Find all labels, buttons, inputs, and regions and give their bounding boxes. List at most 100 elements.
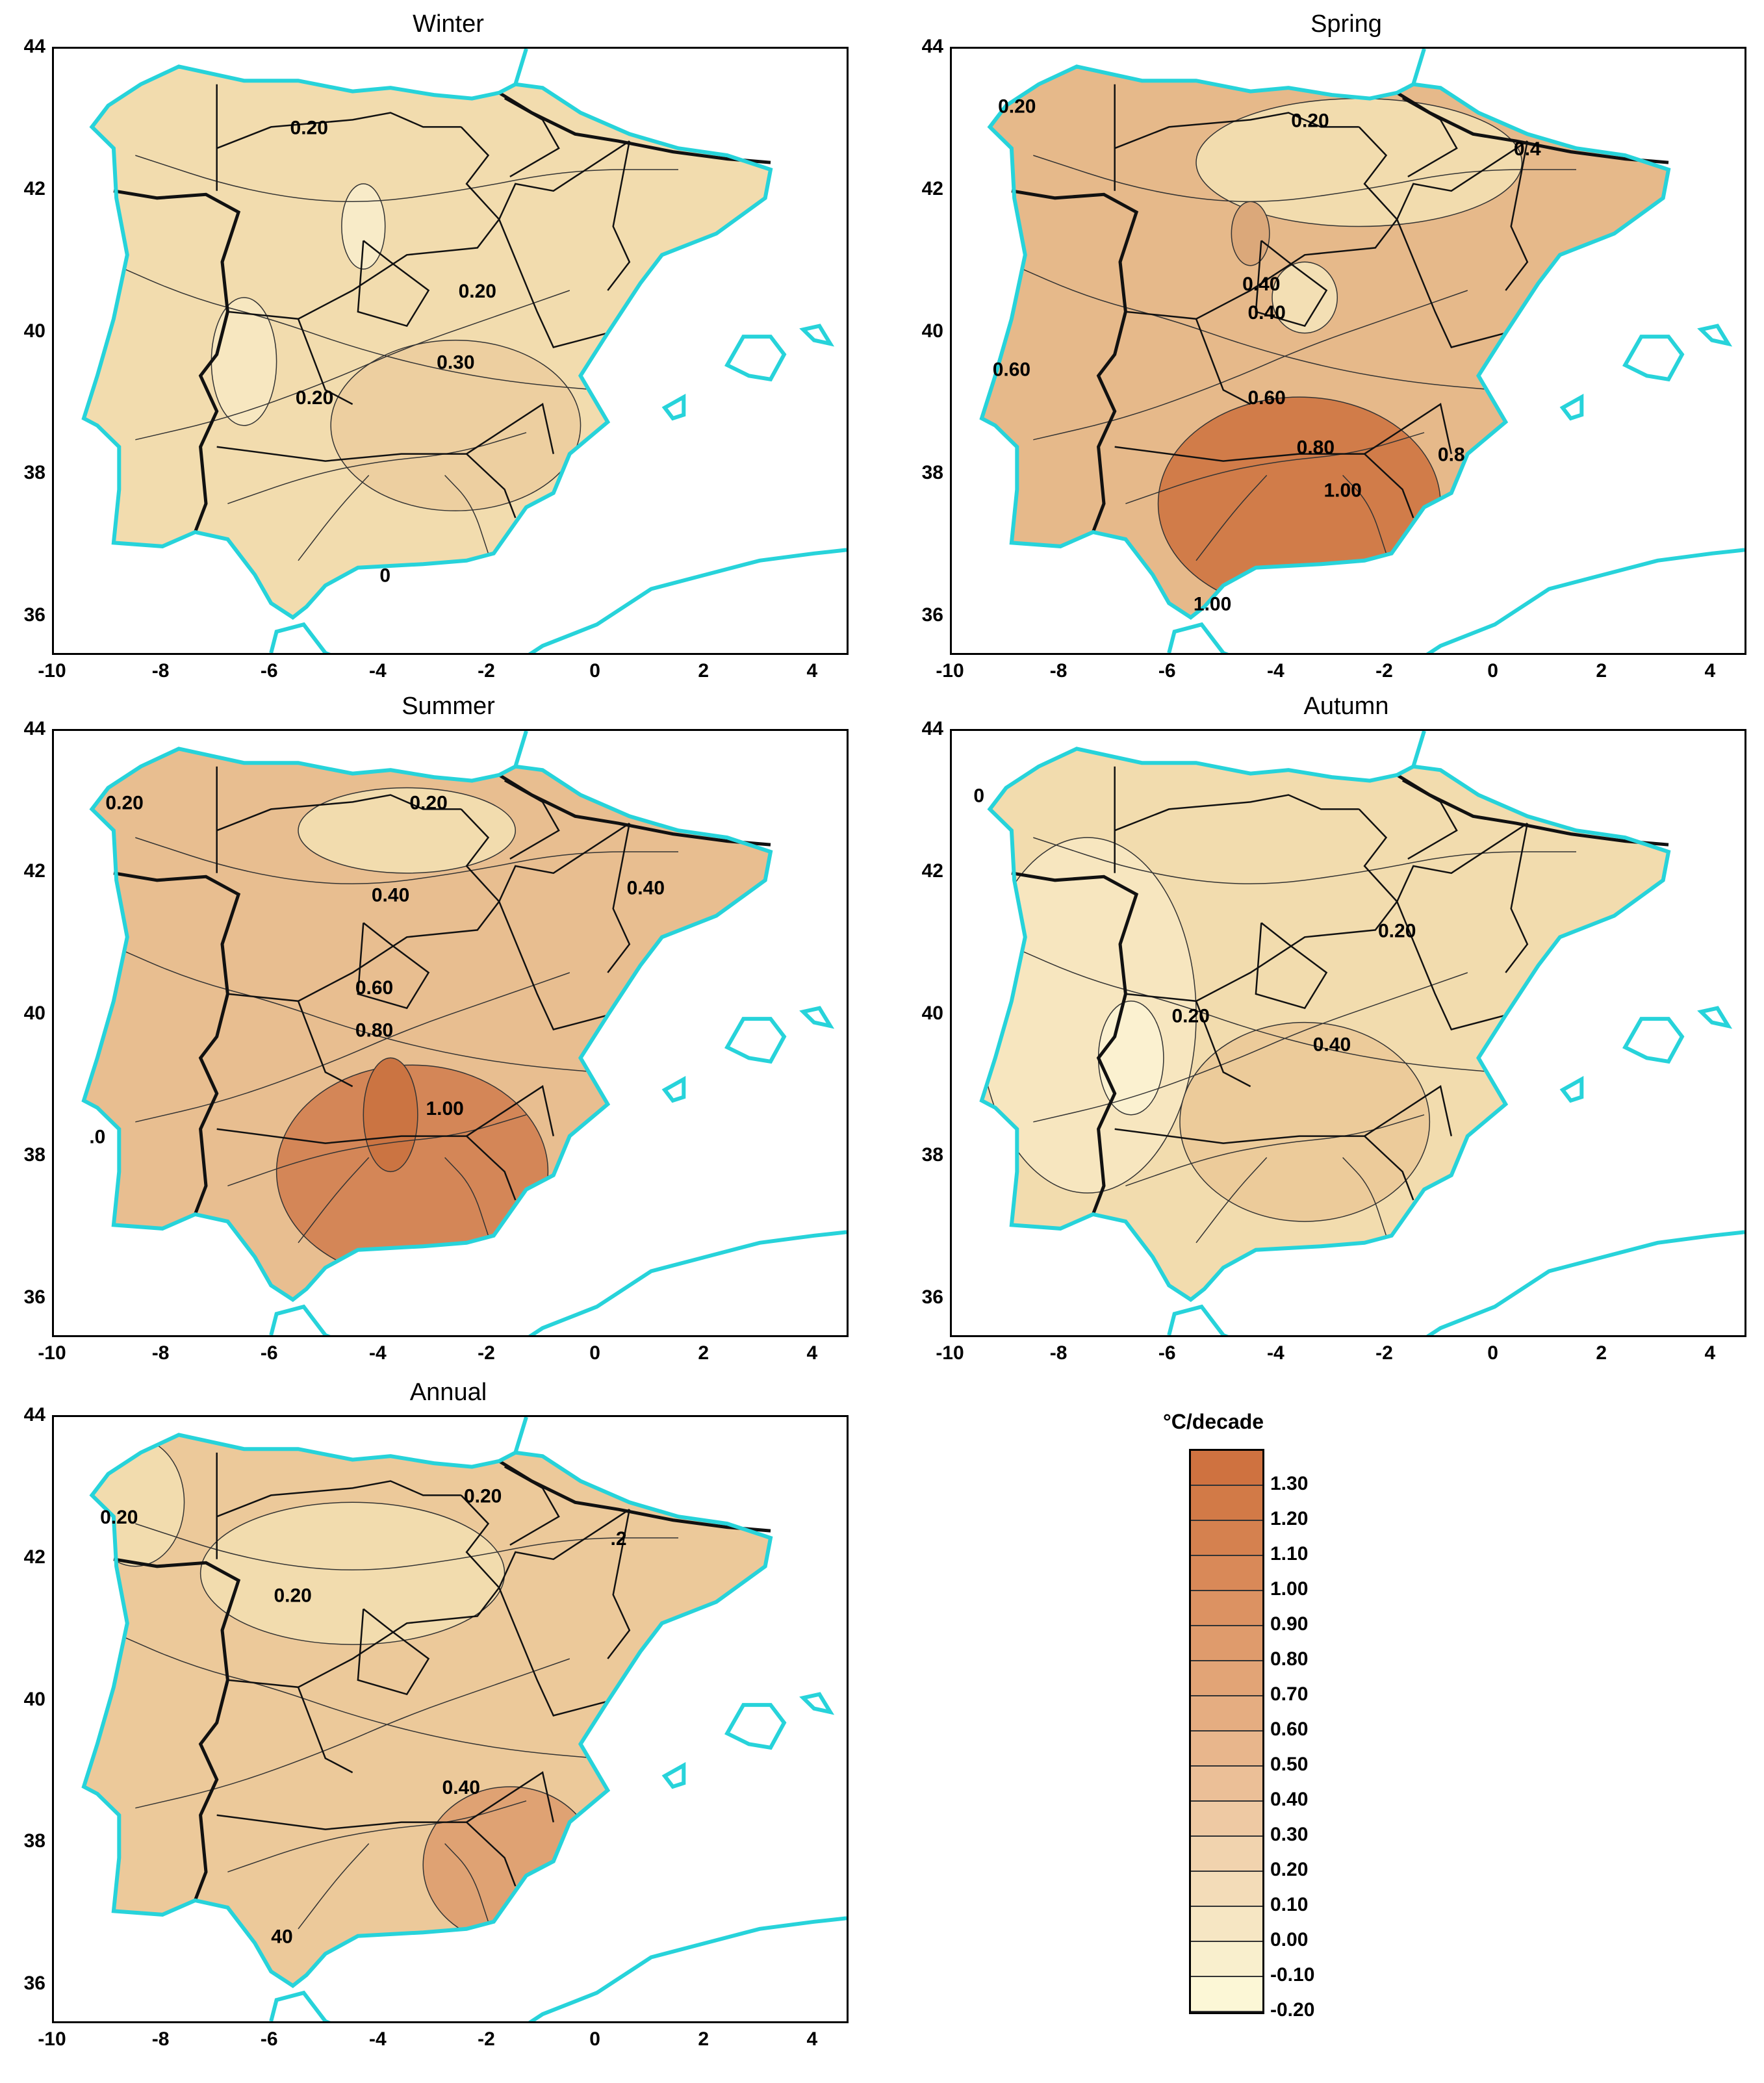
region-border bbox=[1114, 446, 1414, 518]
value-zone bbox=[982, 837, 1197, 1194]
region-border bbox=[1358, 126, 1398, 220]
panel-title: Annual bbox=[409, 1379, 487, 1406]
region-border bbox=[1255, 922, 1328, 1010]
contour-label: 0.30 bbox=[437, 351, 474, 373]
region-border bbox=[460, 1494, 500, 1589]
region-border bbox=[607, 1509, 631, 1659]
contour-line bbox=[135, 837, 678, 884]
national-border bbox=[113, 189, 241, 533]
region-border bbox=[216, 1814, 517, 1887]
value-zone bbox=[1231, 201, 1270, 266]
region-border bbox=[1195, 1001, 1251, 1088]
value-zone bbox=[341, 183, 386, 270]
value-zone bbox=[1157, 396, 1441, 611]
legend-color-bar bbox=[1189, 1449, 1264, 2014]
x-tick-label: 2 bbox=[698, 2028, 709, 2050]
y-tick-label: 42 bbox=[921, 860, 943, 882]
y-tick-label: 40 bbox=[23, 1002, 45, 1024]
contour-label: 0.20 bbox=[100, 1507, 138, 1528]
region-border bbox=[1114, 794, 1359, 832]
contour-line bbox=[1006, 261, 1495, 390]
map-frame: 0.20 0.20 0.20 0.40 40 .2 bbox=[52, 1415, 849, 2023]
legend-swatch bbox=[1191, 1977, 1262, 2012]
region-border bbox=[1255, 240, 1328, 327]
legend-swatch bbox=[1191, 1696, 1262, 1732]
y-tick-label: 44 bbox=[23, 718, 45, 739]
region-border bbox=[460, 126, 500, 220]
contour-label: 0.80 bbox=[1297, 437, 1335, 459]
legend-label: 0.80 bbox=[1270, 1648, 1309, 1670]
map-svg: 0.20 0.20 0.30 0.20 0 bbox=[81, 49, 847, 653]
region-border bbox=[1125, 140, 1528, 320]
national-border bbox=[498, 1459, 771, 1533]
balearic-island bbox=[724, 335, 787, 382]
region-border bbox=[297, 1001, 353, 1088]
contour-label: 0.20 bbox=[290, 117, 328, 138]
x-tick-label: -8 bbox=[151, 660, 170, 682]
contour-line bbox=[298, 474, 370, 561]
x-tick-label: -2 bbox=[478, 1342, 495, 1364]
legend-label: 0.50 bbox=[1270, 1754, 1309, 1775]
y-tick-label: 44 bbox=[921, 718, 943, 739]
contour-line bbox=[1342, 474, 1387, 554]
map-svg: 0.20 0.20 0.40 0 bbox=[973, 731, 1745, 1335]
y-tick-label: 38 bbox=[23, 1830, 45, 1852]
region-border bbox=[607, 823, 631, 973]
contour-line bbox=[1033, 155, 1576, 202]
contour-line bbox=[1033, 290, 1468, 441]
legend-swatch bbox=[1191, 1626, 1262, 1661]
contour-line bbox=[108, 261, 597, 390]
contour-label: 0.20 bbox=[274, 1585, 311, 1606]
region-border bbox=[227, 823, 630, 1003]
legend-swatch bbox=[1191, 1451, 1262, 1486]
x-tick-label: -10 bbox=[38, 2028, 66, 2050]
y-tick-label: 42 bbox=[23, 860, 45, 882]
legend-swatch bbox=[1191, 1942, 1262, 1977]
region-border bbox=[1364, 1085, 1453, 1137]
national-border bbox=[113, 1557, 241, 1901]
contour-line bbox=[135, 290, 570, 441]
x-tick-label: -8 bbox=[1049, 660, 1067, 682]
region-border bbox=[498, 1587, 608, 1717]
region-border bbox=[216, 1480, 461, 1518]
contour-label: 0.20 bbox=[464, 1485, 502, 1507]
balearic-island bbox=[661, 393, 686, 421]
x-tick-label: -8 bbox=[151, 1342, 170, 1364]
contour-label: 0.40 bbox=[372, 885, 409, 906]
region-border bbox=[297, 318, 353, 405]
region-border bbox=[1505, 140, 1529, 291]
x-tick-label: 2 bbox=[698, 1342, 709, 1364]
y-tick-label: 38 bbox=[23, 1144, 45, 1166]
value-zone bbox=[330, 339, 582, 511]
legend-swatch bbox=[1191, 1732, 1262, 1767]
balearic-island bbox=[661, 1075, 686, 1103]
contour-line bbox=[1195, 1157, 1268, 1244]
contour-label: 0 bbox=[973, 785, 984, 806]
x-tick-label: -10 bbox=[936, 1342, 964, 1364]
x-tick-label: -4 bbox=[369, 2028, 387, 2050]
x-tick-label: -10 bbox=[38, 660, 66, 682]
x-tick-label: -6 bbox=[1158, 1342, 1176, 1364]
region-border bbox=[607, 140, 631, 291]
coastline bbox=[1167, 1230, 1745, 1335]
region-border bbox=[466, 1771, 555, 1823]
value-zone bbox=[422, 1786, 598, 1944]
y-tick-label: 42 bbox=[23, 1546, 45, 1568]
coastline bbox=[979, 64, 1671, 620]
coastline bbox=[513, 49, 528, 85]
legend-label: 0.90 bbox=[1270, 1613, 1309, 1635]
region-border bbox=[466, 403, 555, 455]
contour-line bbox=[444, 1843, 489, 1923]
contour-label: 0.4 bbox=[1514, 138, 1541, 160]
map-frame: 0.20 0.20 0.40 0.40 0.60 0.80 1.00 .0 bbox=[52, 729, 849, 1337]
contour-label: 1.00 bbox=[426, 1098, 463, 1119]
contour-label: 0.20 bbox=[409, 792, 447, 813]
contour-label: 0.8 bbox=[1438, 444, 1465, 466]
balearic-island bbox=[661, 1761, 686, 1789]
coastline bbox=[81, 1433, 773, 1988]
legend-label: 0.70 bbox=[1270, 1683, 1309, 1705]
coastline bbox=[979, 747, 1671, 1302]
legend-swatch bbox=[1191, 1486, 1262, 1521]
legend-swatch bbox=[1191, 1556, 1262, 1591]
region-border bbox=[1114, 112, 1359, 149]
